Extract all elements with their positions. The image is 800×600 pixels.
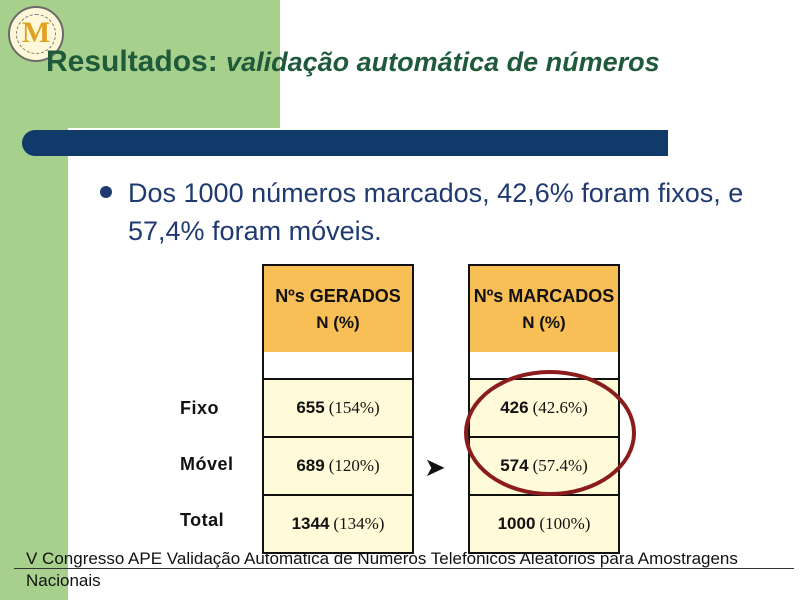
footer-text: V Congresso APE Validação Automática de … bbox=[26, 549, 738, 590]
cell-percent: (100%) bbox=[539, 514, 591, 533]
column-header-unit: N (%) bbox=[522, 312, 566, 332]
cell-percent: (134%) bbox=[333, 514, 385, 533]
cell-value: 655 bbox=[296, 398, 325, 417]
title-italic: validação automática de números bbox=[226, 47, 660, 77]
logo-ring bbox=[16, 14, 56, 54]
table-cell: 1344 (134%) bbox=[264, 494, 412, 552]
bullet-item: Dos 1000 números marcados, 42,6% foram f… bbox=[100, 174, 760, 250]
table-cell: 689 (120%) bbox=[264, 436, 412, 494]
table-cell: 655 (154%) bbox=[264, 378, 412, 436]
title-underline-bar bbox=[22, 130, 668, 156]
column-header: Nºs MARCADOS N (%) bbox=[470, 266, 618, 352]
table-cell: 1000 (100%) bbox=[470, 494, 618, 552]
row-label-movel: Móvel bbox=[180, 454, 234, 474]
column-header: Nºs GERADOS N (%) bbox=[264, 266, 412, 352]
side-decor-band bbox=[0, 0, 68, 600]
logo-letter: M bbox=[21, 16, 51, 49]
title-main: Resultados: bbox=[46, 45, 218, 78]
row-label-total: Total bbox=[180, 510, 225, 530]
slide-title: Resultados: validação automática de núme… bbox=[46, 44, 686, 80]
top-decor-band bbox=[68, 0, 280, 128]
bullet-text: Dos 1000 números marcados, 42,6% foram f… bbox=[128, 178, 744, 246]
cell-percent: (120%) bbox=[328, 456, 380, 475]
cell-value: 1344 bbox=[291, 514, 330, 533]
column-gerados: Nºs GERADOS N (%) 655 (154%) 689 (120%) … bbox=[262, 264, 414, 554]
arrow-right-icon: ➤ bbox=[424, 452, 446, 482]
cell-value: 1000 bbox=[497, 514, 536, 533]
bullet-dot-icon bbox=[100, 186, 112, 198]
column-header-title: Nºs GERADOS bbox=[275, 285, 401, 306]
cell-value: 689 bbox=[296, 456, 325, 475]
highlight-circle bbox=[464, 370, 636, 496]
column-header-unit: N (%) bbox=[316, 312, 360, 332]
footer-divider bbox=[14, 568, 794, 569]
logo-icon: M bbox=[8, 6, 64, 62]
column-header-title: Nºs MARCADOS bbox=[473, 285, 615, 306]
cell-percent: (154%) bbox=[328, 398, 380, 417]
column-spacer bbox=[262, 352, 414, 378]
row-label-fixo: Fixo bbox=[180, 398, 220, 418]
